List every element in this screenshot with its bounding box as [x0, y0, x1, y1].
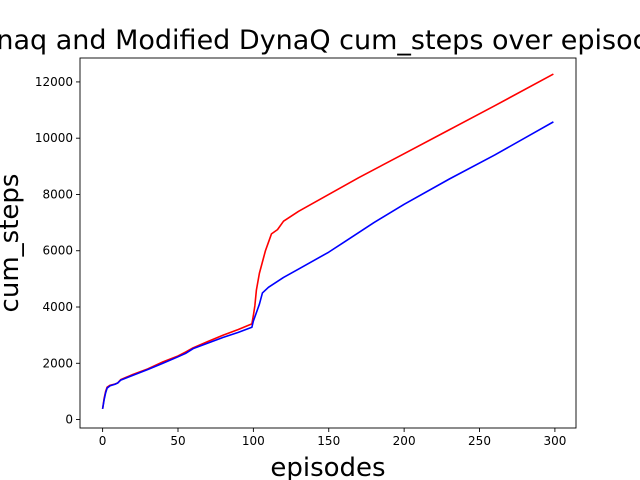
x-tick-label: 150 — [317, 434, 340, 448]
y-axis: 0 2000 4000 6000 8000 10000 12000 — [35, 75, 80, 427]
x-axis: 0 50 100 150 200 250 300 — [99, 428, 566, 448]
y-tick-label: 10000 — [35, 131, 73, 145]
y-tick-label: 12000 — [35, 75, 73, 89]
y-tick-label: 6000 — [42, 244, 73, 258]
x-tick-label: 0 — [99, 434, 107, 448]
x-tick-label: 100 — [242, 434, 265, 448]
y-tick-label: 8000 — [42, 187, 73, 201]
x-tick-label: 50 — [170, 434, 185, 448]
plot-area — [101, 73, 554, 410]
series-line-2 — [101, 121, 554, 410]
y-tick-label: 2000 — [42, 356, 73, 370]
axes-frame — [79, 57, 577, 429]
chart-title: Dynaq and Modified DynaQ cum_steps over … — [0, 25, 640, 56]
y-tick-label: 0 — [65, 413, 73, 427]
y-axis-label: cum_steps — [0, 174, 25, 313]
y-tick-label: 4000 — [42, 300, 73, 314]
x-axis-label: episodes — [270, 453, 385, 480]
x-tick-label: 300 — [543, 434, 566, 448]
x-tick-label: 250 — [468, 434, 491, 448]
x-tick-label: 200 — [393, 434, 416, 448]
